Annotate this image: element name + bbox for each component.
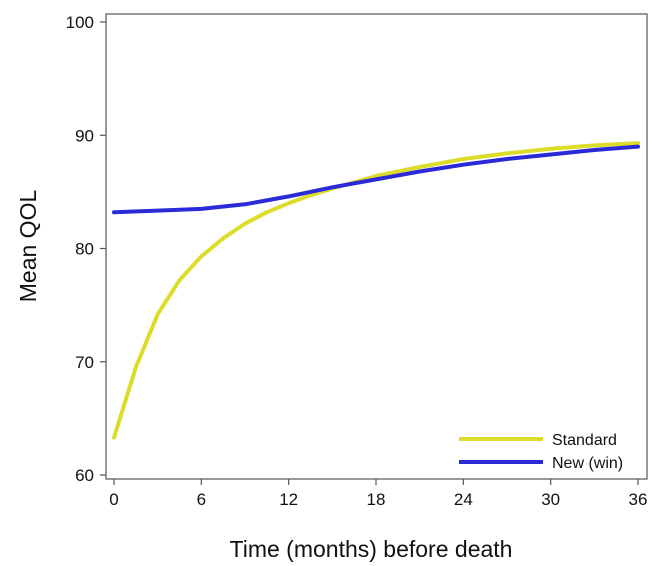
x-tick-label: 6 — [197, 490, 206, 509]
plot-frame — [105, 13, 648, 480]
x-tick-label: 18 — [367, 490, 386, 509]
y-axis-title: Mean QOL — [15, 190, 41, 303]
y-tick-label: 60 — [75, 466, 94, 485]
x-tick-label: 0 — [109, 490, 118, 509]
x-axis: 0 6 12 18 24 30 36 — [109, 479, 647, 509]
x-tick-label: 36 — [629, 490, 648, 509]
x-tick-label: 30 — [541, 490, 560, 509]
series-layer — [112, 141, 640, 440]
legend-label: New (win) — [552, 455, 623, 472]
y-axis: 60 70 80 90 100 — [66, 13, 106, 485]
y-tick-label: 100 — [66, 13, 94, 32]
legend-label: Standard — [552, 432, 617, 449]
y-tick-label: 80 — [75, 240, 94, 259]
series-line-standard — [112, 141, 640, 440]
x-tick-label: 12 — [279, 490, 298, 509]
y-tick-label: 70 — [75, 353, 94, 372]
x-axis-title: Time (months) before death — [230, 536, 513, 562]
x-tick-label: 24 — [454, 490, 473, 509]
y-tick-label: 90 — [75, 126, 94, 145]
legend: Standard New (win) — [459, 432, 623, 472]
series-line-new-win — [112, 144, 640, 215]
